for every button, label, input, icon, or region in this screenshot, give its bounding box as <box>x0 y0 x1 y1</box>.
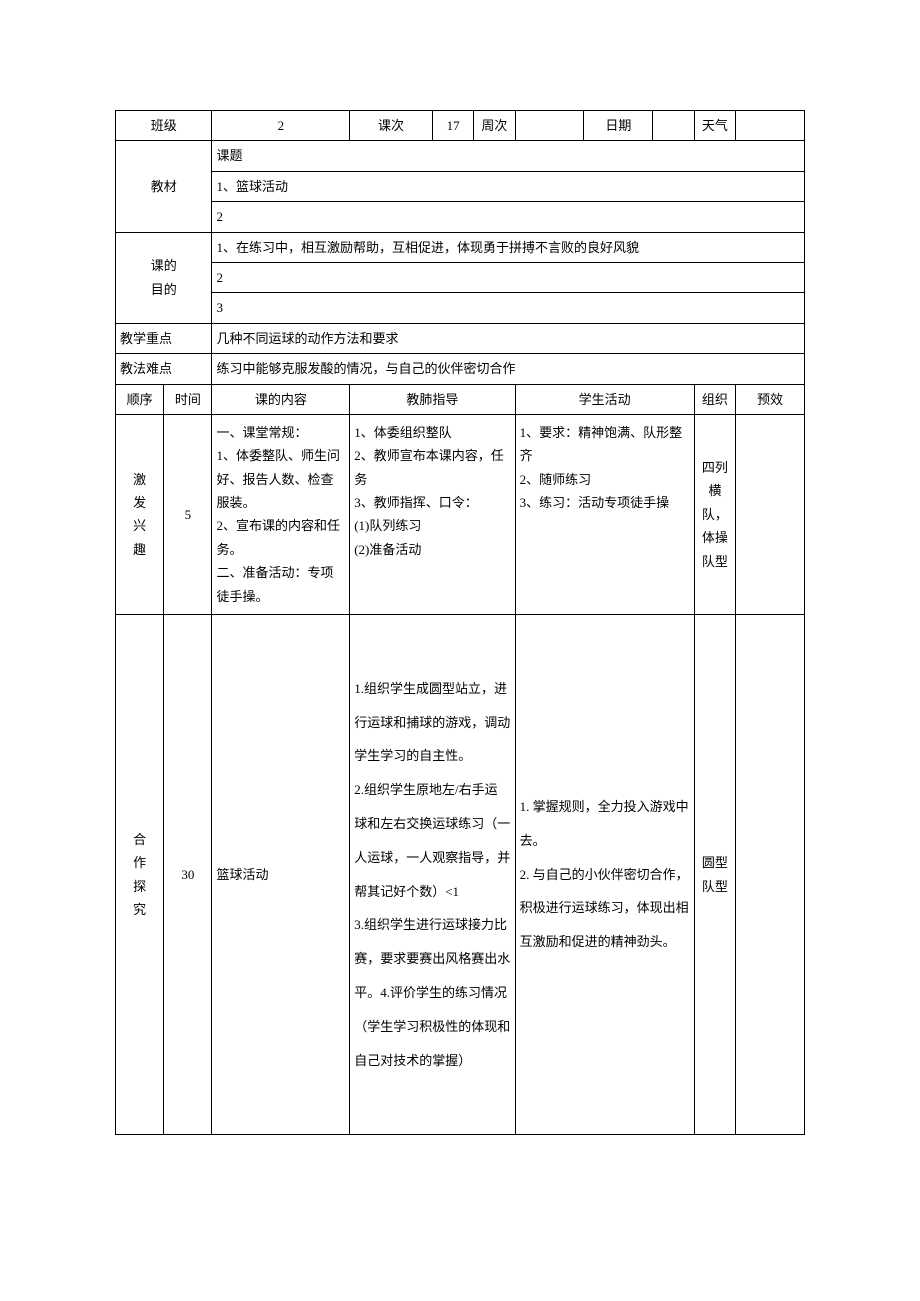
row2-time: 30 <box>164 615 212 1135</box>
purpose-label-2: 目的 <box>151 282 177 297</box>
material-topic: 课题 <box>212 141 805 171</box>
col-time: 时间 <box>164 384 212 414</box>
keypoint-row: 教学重点 几种不同运球的动作方法和要求 <box>116 323 805 353</box>
purpose-label: 课的 目的 <box>116 232 212 323</box>
purpose-row-1: 课的 目的 1、在练习中，相互激励帮助，互相促进，体现勇于拼搏不言败的良好风貌 <box>116 232 805 262</box>
session-label: 课次 <box>350 111 433 141</box>
class-value: 2 <box>212 111 350 141</box>
class-label: 班级 <box>116 111 212 141</box>
row2-order: 合作探究 <box>116 615 164 1135</box>
date-value <box>653 111 694 141</box>
col-org: 组织 <box>694 384 735 414</box>
material-label: 教材 <box>116 141 212 232</box>
purpose-row-3: 3 <box>116 293 805 323</box>
col-effect: 预效 <box>735 384 804 414</box>
purpose-line1: 1、在练习中，相互激励帮助，互相促进，体现勇于拼搏不言败的良好风貌 <box>212 232 805 262</box>
material-row-1: 教材 课题 <box>116 141 805 171</box>
col-student: 学生活动 <box>515 384 694 414</box>
purpose-label-1: 课的 <box>151 258 177 273</box>
col-content: 课的内容 <box>212 384 350 414</box>
row1-effect <box>735 414 804 614</box>
purpose-line3: 3 <box>212 293 805 323</box>
keypoint-label: 教学重点 <box>116 323 212 353</box>
col-teacher: 教肺指导 <box>350 384 515 414</box>
purpose-row-2: 2 <box>116 262 805 292</box>
material-line2: 2 <box>212 202 805 232</box>
row2-effect <box>735 615 804 1135</box>
week-value <box>515 111 584 141</box>
keypoint-value: 几种不同运球的动作方法和要求 <box>212 323 805 353</box>
row2-org: 圆型队型 <box>694 615 735 1135</box>
row1-org: 四列横队，体操队型 <box>694 414 735 614</box>
week-label: 周次 <box>474 111 515 141</box>
material-row-3: 2 <box>116 202 805 232</box>
row1-student: 1、要求：精神饱满、队形整齐 2、随师练习 3、练习：活动专项徒手操 <box>515 414 694 614</box>
row1-content: 一、课堂常规： 1、体委整队、师生问好、报告人数、检查服装。 2、宣布课的内容和… <box>212 414 350 614</box>
weather-value <box>735 111 804 141</box>
material-row-2: 1、篮球活动 <box>116 171 805 201</box>
material-line1: 1、篮球活动 <box>212 171 805 201</box>
column-header-row: 顺序 时间 课的内容 教肺指导 学生活动 组织 预效 <box>116 384 805 414</box>
row1-time: 5 <box>164 414 212 614</box>
lesson-plan-table: 班级 2 课次 17 周次 日期 天气 教材 课题 1、篮球活动 2 课的 目的… <box>115 110 805 1135</box>
row2-student: 1. 掌握规则，全力投入游戏中去。 2. 与自己的小伙伴密切合作，积极进行运球练… <box>515 615 694 1135</box>
table-row: 合作探究 30 篮球活动 1.组织学生成圆型站立，进行运球和捕球的游戏，调动学生… <box>116 615 805 1135</box>
row1-order: 激发兴趣 <box>116 414 164 614</box>
purpose-line2: 2 <box>212 262 805 292</box>
difficulty-row: 教法难点 练习中能够克服发酸的情况，与自己的伙伴密切合作 <box>116 354 805 384</box>
header-row: 班级 2 课次 17 周次 日期 天气 <box>116 111 805 141</box>
col-order: 顺序 <box>116 384 164 414</box>
weather-label: 天气 <box>694 111 735 141</box>
table-row: 激发兴趣 5 一、课堂常规： 1、体委整队、师生问好、报告人数、检查服装。 2、… <box>116 414 805 614</box>
row2-teacher: 1.组织学生成圆型站立，进行运球和捕球的游戏，调动学生学习的自主性。 2.组织学… <box>350 615 515 1135</box>
row1-teacher: 1、体委组织整队 2、教师宣布本课内容，任务 3、教师指挥、口令： (1)队列练… <box>350 414 515 614</box>
date-label: 日期 <box>584 111 653 141</box>
difficulty-label: 教法难点 <box>116 354 212 384</box>
session-value: 17 <box>432 111 473 141</box>
row2-content: 篮球活动 <box>212 615 350 1135</box>
difficulty-value: 练习中能够克服发酸的情况，与自己的伙伴密切合作 <box>212 354 805 384</box>
